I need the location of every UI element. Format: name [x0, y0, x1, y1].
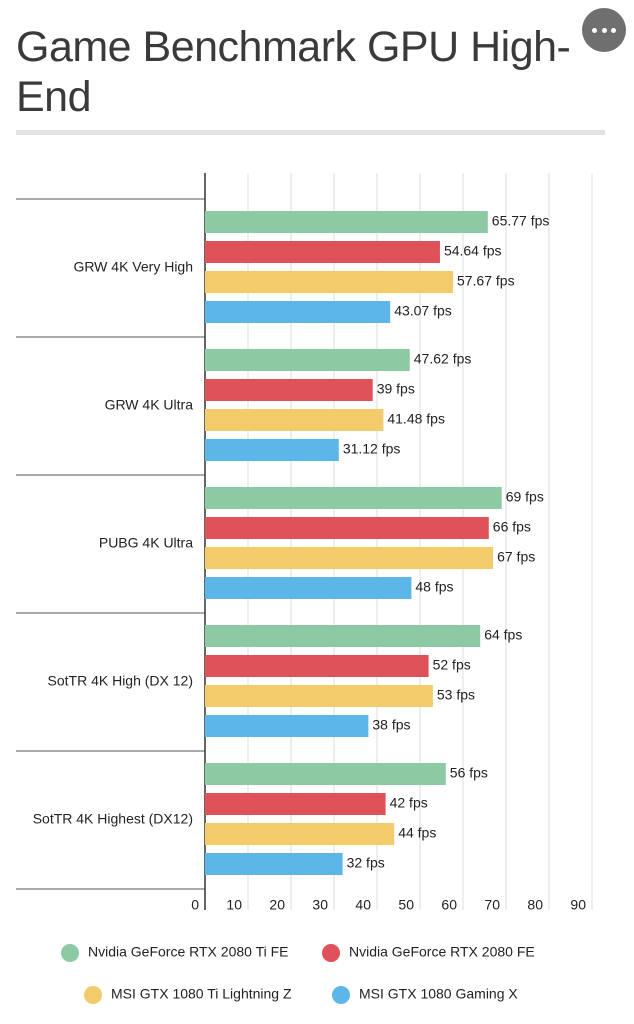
legend-label: Nvidia GeForce RTX 2080 FE — [349, 944, 535, 960]
bar — [205, 823, 395, 845]
value-label: 42 fps — [390, 795, 428, 811]
legend-label: Nvidia GeForce RTX 2080 Ti FE — [88, 944, 288, 960]
legend-marker — [84, 986, 102, 1004]
legend-label: MSI GTX 1080 Gaming X — [359, 986, 518, 1002]
legend-marker — [61, 944, 79, 962]
legend-marker — [322, 944, 340, 962]
bar — [205, 685, 433, 707]
legend-marker — [332, 986, 350, 1004]
bar — [205, 577, 412, 599]
value-label: 43.07 fps — [394, 303, 452, 319]
value-label: 38 fps — [372, 717, 410, 733]
value-label: 65.77 fps — [492, 213, 550, 229]
y-tick-label: GRW 4K Ultra — [105, 397, 194, 413]
bar — [205, 271, 453, 293]
bar — [205, 439, 339, 461]
bar — [205, 763, 446, 785]
menu-button[interactable] — [582, 8, 626, 52]
x-tick-label: 70 — [484, 897, 500, 913]
value-label: 52 fps — [433, 657, 471, 673]
value-label: 39 fps — [377, 381, 415, 397]
title-rule — [16, 130, 605, 135]
value-label: 48 fps — [415, 579, 453, 595]
value-label: 56 fps — [450, 765, 488, 781]
bar — [205, 547, 494, 569]
value-label: 47.62 fps — [414, 351, 472, 367]
value-label: 44 fps — [398, 825, 436, 841]
bar — [205, 517, 489, 539]
x-tick-label: 0 — [191, 897, 199, 913]
bar — [205, 853, 343, 875]
x-tick-label: 40 — [355, 897, 371, 913]
value-label: 69 fps — [506, 489, 544, 505]
legend-label: MSI GTX 1080 Ti Lightning Z — [111, 986, 292, 1002]
value-label: 32 fps — [347, 855, 385, 871]
bar — [205, 625, 481, 647]
y-tick-label: SotTR 4K Highest (DX12) — [33, 811, 193, 827]
value-label: 31.12 fps — [343, 441, 401, 457]
y-tick-label: GRW 4K Very High — [73, 259, 193, 275]
value-label: 66 fps — [493, 519, 531, 535]
value-label: 64 fps — [484, 627, 522, 643]
chart-title: Game Benchmark GPU High-End — [16, 23, 571, 121]
x-tick-label: 90 — [570, 897, 586, 913]
value-label: 57.67 fps — [457, 273, 515, 289]
x-tick-label: 20 — [269, 897, 285, 913]
bar — [205, 487, 502, 509]
value-label: 54.64 fps — [444, 243, 502, 259]
x-tick-label: 60 — [441, 897, 457, 913]
y-tick-label: PUBG 4K Ultra — [99, 535, 193, 551]
y-tick-label: SotTR 4K High (DX 12) — [48, 673, 194, 689]
bar — [205, 715, 369, 737]
x-tick-label: 10 — [226, 897, 242, 913]
bar — [205, 655, 429, 677]
bar — [205, 301, 391, 323]
bar — [205, 379, 373, 401]
bar — [205, 793, 386, 815]
value-label: 67 fps — [497, 549, 535, 565]
value-label: 53 fps — [437, 687, 475, 703]
bar — [205, 409, 384, 431]
x-tick-label: 80 — [527, 897, 543, 913]
value-label: 41.48 fps — [387, 411, 445, 427]
bar — [205, 349, 410, 371]
bar — [205, 211, 488, 233]
bar — [205, 241, 440, 263]
x-tick-label: 30 — [312, 897, 328, 913]
x-tick-label: 50 — [398, 897, 414, 913]
